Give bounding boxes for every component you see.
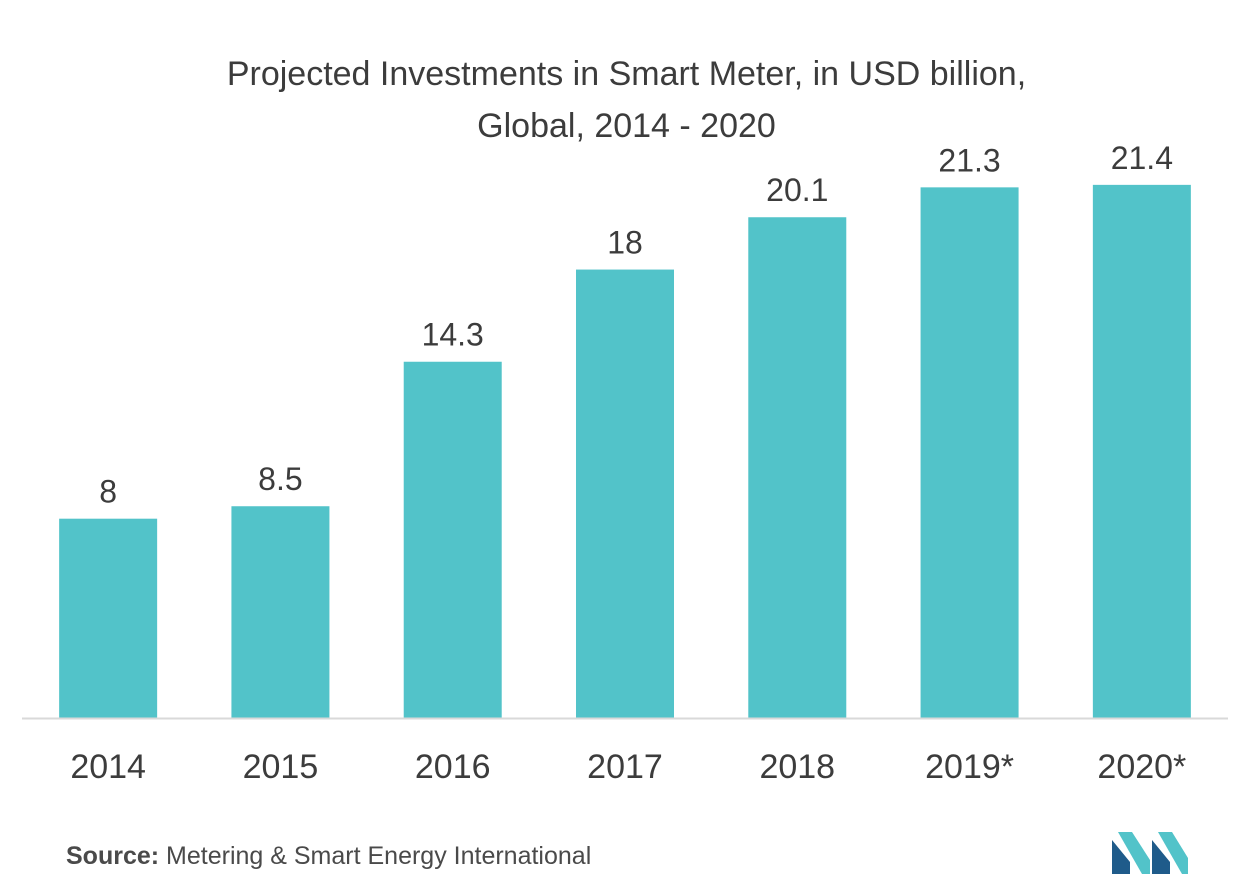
bars-group: [59, 184, 1191, 719]
logo-shape-left: [1112, 840, 1130, 874]
logo-shape-mid-right: [1152, 840, 1170, 874]
source-text: Metering & Smart Energy International: [159, 842, 592, 870]
value-label: 8.5: [258, 461, 302, 497]
value-label: 21.4: [1111, 140, 1173, 176]
x-tick-labels-group: 2014 2015 2016 2017 2018 2019* 2020*: [70, 748, 1186, 786]
source-note: Source: Metering & Smart Energy Internat…: [66, 842, 591, 871]
x-tick-label: 2016: [415, 748, 491, 786]
value-label: 21.3: [938, 142, 1000, 178]
bar-2019-projected: [920, 187, 1019, 718]
x-tick-label: 2017: [587, 748, 663, 786]
bar-2017: [576, 269, 674, 718]
bar-2020-projected: [1092, 184, 1191, 719]
value-label: 8: [99, 474, 117, 510]
logo-shape-right: [1158, 832, 1188, 874]
bar-2016: [403, 361, 502, 718]
chart-title: Projected Investments in Smart Meter, in…: [0, 48, 1253, 152]
source-label: Source:: [66, 842, 160, 870]
value-label: 14.3: [422, 317, 484, 353]
value-labels-group: 8 8.5 14.3 18 20.1 21.3 21.4: [99, 140, 1173, 510]
x-tick-label: 2014: [70, 748, 146, 786]
chart-title-line-2: Global, 2014 - 2020: [477, 107, 776, 145]
value-label: 20.1: [766, 172, 828, 208]
mordor-intelligence-logo-icon: [1112, 832, 1188, 874]
bar-2014: [59, 518, 158, 718]
bar-2015: [231, 506, 330, 718]
x-tick-label: 2020*: [1097, 748, 1186, 786]
x-tick-label: 2015: [243, 748, 319, 786]
x-tick-label: 2018: [759, 748, 835, 786]
logo-shape-mid-left: [1118, 832, 1150, 874]
value-label: 18: [607, 225, 643, 261]
chart-title-line-1: Projected Investments in Smart Meter, in…: [226, 55, 1027, 93]
x-tick-label: 2019*: [925, 748, 1014, 786]
bar-2018: [748, 217, 847, 718]
